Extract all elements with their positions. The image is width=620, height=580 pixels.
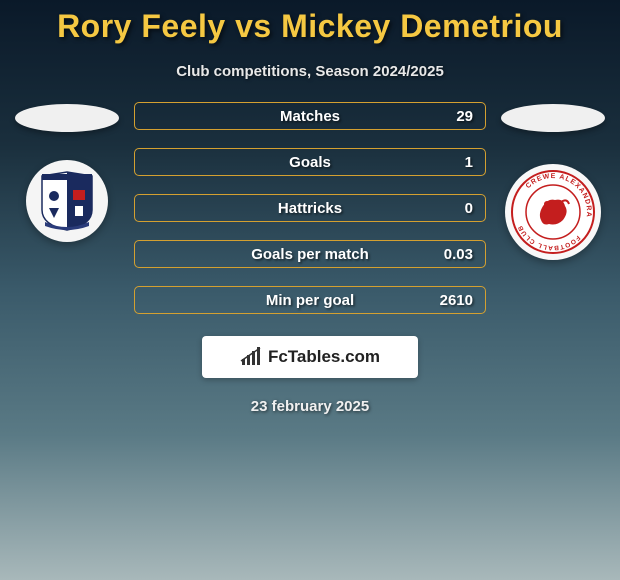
stat-row-matches: Matches 29 bbox=[134, 102, 486, 130]
comparison-container: Matches 29 Goals 1 Hattricks 0 Goals per… bbox=[0, 102, 620, 314]
right-club-crest: CREWE ALEXANDRA FOOTBALL CLUB bbox=[505, 164, 601, 260]
barrow-crest-icon bbox=[39, 170, 95, 232]
right-player-column: CREWE ALEXANDRA FOOTBALL CLUB bbox=[498, 102, 608, 260]
stat-row-gpm: Goals per match 0.03 bbox=[134, 240, 486, 268]
right-player-oval bbox=[501, 104, 605, 132]
left-club-crest bbox=[26, 160, 108, 242]
left-player-column bbox=[12, 102, 122, 242]
stat-right-value: 2610 bbox=[440, 292, 473, 309]
stat-row-goals: Goals 1 bbox=[134, 148, 486, 176]
subtitle: Club competitions, Season 2024/2025 bbox=[0, 63, 620, 80]
left-player-oval bbox=[15, 104, 119, 132]
brand-text: FcTables.com bbox=[268, 347, 380, 367]
stat-right-value: 0.03 bbox=[444, 246, 473, 263]
stat-row-hattricks: Hattricks 0 bbox=[134, 194, 486, 222]
date-label: 23 february 2025 bbox=[0, 398, 620, 415]
stat-label: Goals per match bbox=[251, 246, 369, 263]
chart-icon bbox=[240, 347, 262, 367]
stat-row-mpg: Min per goal 2610 bbox=[134, 286, 486, 314]
stat-label: Matches bbox=[280, 108, 340, 125]
stats-table: Matches 29 Goals 1 Hattricks 0 Goals per… bbox=[134, 102, 486, 314]
stat-label: Goals bbox=[289, 154, 331, 171]
stat-right-value: 0 bbox=[465, 200, 473, 217]
stat-label: Min per goal bbox=[266, 292, 354, 309]
stat-label: Hattricks bbox=[278, 200, 342, 217]
page-title: Rory Feely vs Mickey Demetriou bbox=[0, 0, 620, 45]
crewe-crest-icon: CREWE ALEXANDRA FOOTBALL CLUB bbox=[510, 169, 596, 255]
brand-box[interactable]: FcTables.com bbox=[202, 336, 418, 378]
stat-right-value: 29 bbox=[456, 108, 473, 125]
stat-right-value: 1 bbox=[465, 154, 473, 171]
